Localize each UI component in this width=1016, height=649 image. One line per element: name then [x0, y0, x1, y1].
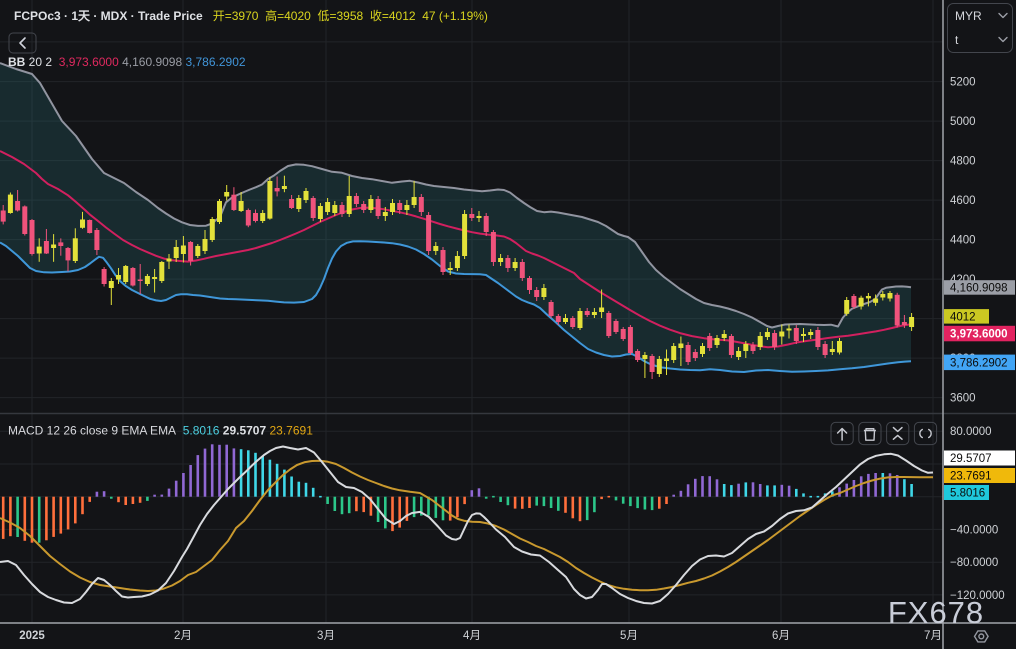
svg-text:5月: 5月	[620, 630, 638, 642]
svg-text:5.8016: 5.8016	[950, 488, 985, 500]
svg-text:3,786.2902: 3,786.2902	[950, 357, 1008, 369]
svg-text:2月: 2月	[174, 630, 192, 642]
svg-text:4600: 4600	[950, 195, 976, 207]
svg-text:4月: 4月	[463, 630, 481, 642]
svg-text:4,160.9098: 4,160.9098	[950, 283, 1008, 295]
svg-text:5000: 5000	[950, 116, 976, 128]
svg-text:5200: 5200	[950, 77, 976, 89]
svg-text:MACD 12 26 close 9 EMA EMA 5.: MACD 12 26 close 9 EMA EMA 5.8016 29.570…	[8, 424, 313, 438]
svg-text:4012: 4012	[950, 311, 976, 323]
svg-text:−80.0000: −80.0000	[950, 557, 998, 569]
svg-text:7月: 7月	[924, 630, 942, 642]
svg-text:29.5707: 29.5707	[950, 453, 992, 465]
svg-text:MYR: MYR	[955, 9, 982, 23]
svg-text:3月: 3月	[317, 630, 335, 642]
svg-text:3,973.6000: 3,973.6000	[950, 329, 1008, 341]
svg-text:BB 20 2 3,973.6000 4,160.9098: BB 20 2 3,973.6000 4,160.9098 3,786.2902	[8, 55, 246, 69]
svg-text:6月: 6月	[772, 630, 790, 642]
svg-text:4400: 4400	[950, 235, 976, 247]
svg-text:80.0000: 80.0000	[950, 426, 992, 438]
svg-text:3600: 3600	[950, 393, 976, 405]
svg-text:−120.0000: −120.0000	[950, 590, 1005, 602]
svg-text:FCPOc3 · 1天 · MDX · Trade Pric: FCPOc3 · 1天 · MDX · Trade Price 开=3970 高…	[14, 8, 488, 23]
svg-text:−40.0000: −40.0000	[950, 524, 998, 536]
svg-text:4800: 4800	[950, 156, 976, 168]
svg-text:FX678: FX678	[888, 595, 984, 630]
svg-text:23.7691: 23.7691	[950, 471, 992, 483]
svg-text:2025: 2025	[19, 630, 45, 642]
svg-text:t: t	[955, 33, 959, 47]
